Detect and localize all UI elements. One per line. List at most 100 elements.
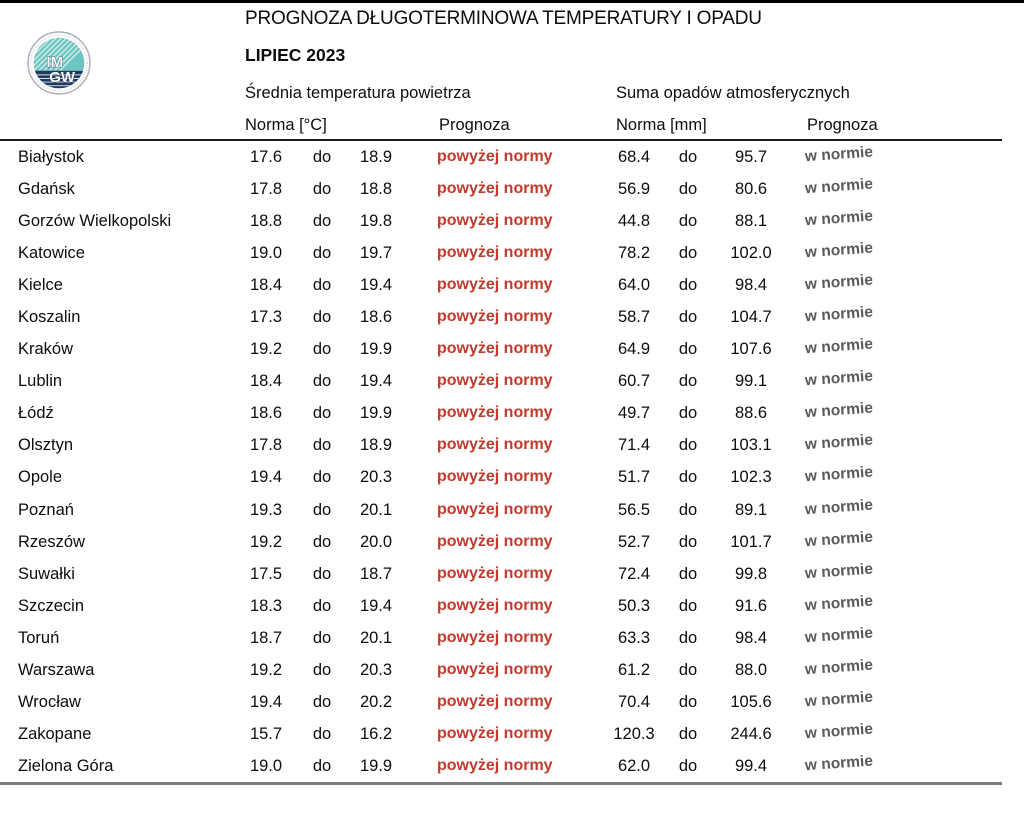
- precip-norm-min: 61.2: [617, 660, 651, 679]
- temp-range-separator: do: [312, 628, 332, 647]
- temp-norm-min: 19.2: [249, 660, 283, 679]
- precip-norm-max: 244.6: [730, 724, 772, 743]
- city-name: Białystok: [18, 147, 85, 166]
- temp-forecast-value: powyżej normy: [437, 340, 553, 358]
- temp-norm-max: 18.6: [359, 308, 393, 326]
- city-name: Katowice: [18, 243, 85, 262]
- temp-norm-min: 19.0: [249, 243, 283, 262]
- precip-range-separator: do: [678, 532, 698, 551]
- precip-norm-min: 56.9: [617, 179, 651, 198]
- precip-forecast-value: w normie: [804, 303, 874, 326]
- precip-norm-max: 88.0: [734, 660, 768, 679]
- top-border-line: [0, 0, 1024, 3]
- city-name: Gdańsk: [18, 179, 75, 198]
- table-row: Opole 19.4 do 20.3 powyżej normy 51.7 do…: [0, 461, 1024, 493]
- temp-norm-max: 19.9: [359, 756, 393, 775]
- city-name: Zielona Góra: [18, 756, 114, 775]
- city-name: Kraków: [18, 340, 74, 359]
- city-name: Łódź: [18, 404, 54, 423]
- precip-range-separator: do: [678, 436, 698, 455]
- precip-norm-max: 89.1: [734, 500, 768, 519]
- precip-norm-min: 44.8: [617, 211, 651, 230]
- city-name: Warszawa: [18, 660, 95, 679]
- precip-range-separator: do: [678, 692, 698, 711]
- temp-forecast-value: powyżej normy: [437, 308, 553, 326]
- temp-range-separator: do: [312, 340, 332, 359]
- precip-norm-max: 95.7: [734, 147, 768, 166]
- temp-norm-min: 17.3: [249, 308, 283, 326]
- precip-range-separator: do: [678, 756, 698, 775]
- temp-forecast-value: powyżej normy: [437, 404, 553, 422]
- precip-forecast-value: w normie: [804, 720, 874, 743]
- precip-forecast-value: w normie: [804, 431, 874, 454]
- temp-norm-max: 18.9: [359, 147, 393, 166]
- temp-forecast-value: powyżej normy: [437, 724, 553, 742]
- temp-norm-min: 18.7: [249, 628, 283, 647]
- precip-norm-max: 98.4: [734, 275, 768, 294]
- precip-range-separator: do: [678, 628, 698, 647]
- temp-forecast-value: powyżej normy: [437, 596, 553, 614]
- table-row: Koszalin 17.3 do 18.6 powyżej normy 58.7…: [0, 301, 1024, 333]
- precip-norm-max: 101.7: [730, 532, 772, 551]
- city-name: Wrocław: [18, 692, 81, 711]
- precip-forecast-value: w normie: [804, 560, 874, 582]
- precip-norm-max: 91.6: [734, 596, 768, 615]
- temp-range-separator: do: [312, 147, 332, 166]
- table-row: Suwałki 17.5 do 18.7 powyżej normy 72.4 …: [0, 558, 1024, 590]
- city-name: Koszalin: [18, 308, 81, 326]
- temp-norm-min: 17.5: [249, 564, 283, 583]
- temp-range-separator: do: [312, 692, 332, 711]
- precip-norm-max: 99.4: [734, 756, 768, 775]
- table-row: Poznań 19.3 do 20.1 powyżej normy 56.5 d…: [0, 494, 1024, 526]
- table-row: Wrocław 19.4 do 20.2 powyżej normy 70.4 …: [0, 686, 1024, 718]
- precip-norm-min: 50.3: [617, 596, 651, 615]
- temp-norm-max: 19.4: [359, 372, 393, 391]
- precip-forecast-value: w normie: [804, 143, 874, 166]
- temp-forecast-value: powyżej normy: [437, 660, 553, 678]
- temp-range-separator: do: [312, 500, 332, 519]
- precip-norm-min: 78.2: [617, 243, 651, 262]
- temp-forecast-value: powyżej normy: [437, 180, 553, 198]
- precip-norm-max: 103.1: [730, 436, 772, 455]
- precip-forecast-value: w normie: [804, 271, 874, 294]
- table-row: Katowice 19.0 do 19.7 powyżej normy 78.2…: [0, 237, 1024, 269]
- temp-norm-min: 18.4: [249, 372, 283, 391]
- precip-norm-min: 72.4: [617, 564, 651, 583]
- temp-group-header: Średnia temperatura powietrza: [245, 84, 471, 102]
- header-divider-line: [0, 139, 1002, 141]
- temp-range-separator: do: [312, 243, 332, 262]
- precip-forecast-value: w normie: [804, 399, 874, 422]
- temp-norm-max: 18.8: [359, 179, 393, 198]
- table-row: Gdańsk 17.8 do 18.8 powyżej normy 56.9 d…: [0, 173, 1024, 205]
- precip-forecast-value: w normie: [804, 752, 874, 775]
- table-row: Zielona Góra 19.0 do 19.9 powyżej normy …: [0, 750, 1024, 782]
- table-row: Rzeszów 19.2 do 20.0 powyżej normy 52.7 …: [0, 526, 1024, 558]
- temp-forecast-value: powyżej normy: [437, 468, 553, 486]
- precip-norm-min: 71.4: [617, 436, 651, 455]
- city-name: Rzeszów: [18, 532, 85, 551]
- temp-forecast-value: powyżej normy: [437, 532, 553, 550]
- temp-norm-min: 17.8: [249, 436, 283, 455]
- table-row: Olsztyn 17.8 do 18.9 powyżej normy 71.4 …: [0, 429, 1024, 461]
- precip-norm-min: 63.3: [617, 628, 651, 647]
- city-name: Toruń: [18, 628, 60, 647]
- precip-norm-min: 52.7: [617, 532, 651, 551]
- precip-norm-min: 62.0: [617, 756, 651, 775]
- precip-forecast-value: w normie: [804, 624, 874, 646]
- precip-forecast-value: w normie: [804, 496, 874, 518]
- temp-forecast-value: powyżej normy: [437, 692, 553, 710]
- precip-range-separator: do: [678, 724, 698, 743]
- temp-range-separator: do: [312, 179, 332, 198]
- precip-norm-min: 64.0: [617, 275, 651, 294]
- temp-forecast-value: powyżej normy: [437, 148, 553, 166]
- precip-norm-column-header: Norma [mm]: [616, 116, 707, 134]
- precip-norm-min: 58.7: [617, 308, 651, 326]
- precip-range-separator: do: [678, 596, 698, 615]
- temp-norm-min: 17.8: [249, 179, 283, 198]
- precip-forecast-value: w normie: [804, 656, 874, 678]
- precip-norm-max: 102.3: [730, 468, 772, 487]
- temp-norm-max: 19.4: [359, 275, 393, 294]
- precip-forecast-value: w normie: [804, 367, 874, 390]
- temp-range-separator: do: [312, 372, 332, 391]
